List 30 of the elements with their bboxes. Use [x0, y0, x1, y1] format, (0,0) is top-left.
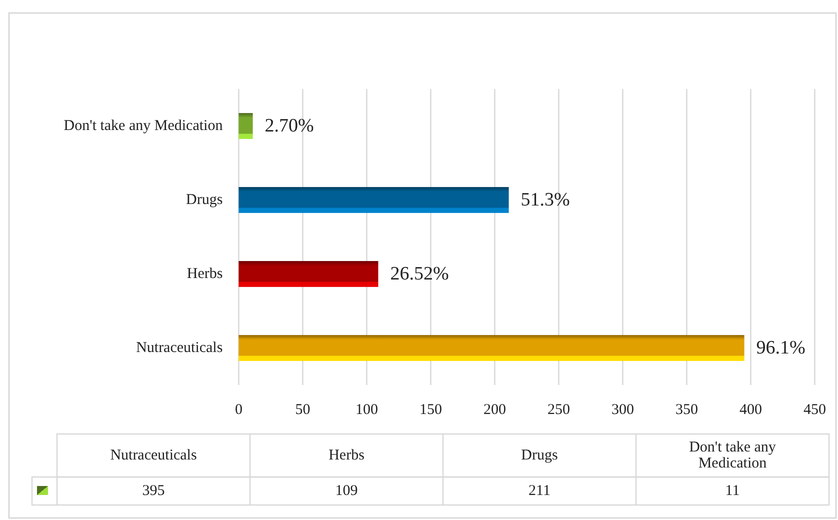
y-tick-label: Herbs	[186, 266, 223, 282]
category-label: Drugs	[521, 448, 558, 464]
y-tick-label: Nutraceuticals	[136, 340, 223, 356]
annotation: 2.70%	[264, 116, 314, 136]
category-label: Herbs	[328, 448, 365, 464]
bar	[238, 187, 509, 213]
annotation: 96.1%	[756, 338, 806, 358]
x-tick-label: 0	[234, 402, 242, 418]
bar	[238, 335, 744, 361]
annotation: 26.52%	[390, 264, 449, 284]
x-tick-label: 200	[483, 402, 506, 418]
x-tick-label: 150	[419, 402, 442, 418]
y-tick-label: Drugs	[186, 192, 223, 208]
y-tick-label: Don't take any Medication	[64, 118, 224, 134]
data-label: 11	[725, 483, 740, 499]
annotation: 51.3%	[520, 190, 570, 210]
category-label: Nutraceuticals	[110, 448, 197, 464]
category-label: Don't take any Medication	[689, 440, 776, 472]
x-tick-label: 250	[547, 402, 570, 418]
data-label: 211	[528, 483, 550, 499]
x-tick-label: 100	[355, 402, 378, 418]
x-tick-label: 450	[803, 402, 826, 418]
bar	[238, 261, 378, 287]
x-tick-label: 400	[739, 402, 762, 418]
x-tick-label: 50	[295, 402, 310, 418]
bar	[238, 113, 253, 139]
x-tick-label: 350	[675, 402, 698, 418]
x-tick-label: 300	[611, 402, 634, 418]
data-label: 395	[142, 483, 165, 499]
data-label: 109	[335, 483, 358, 499]
